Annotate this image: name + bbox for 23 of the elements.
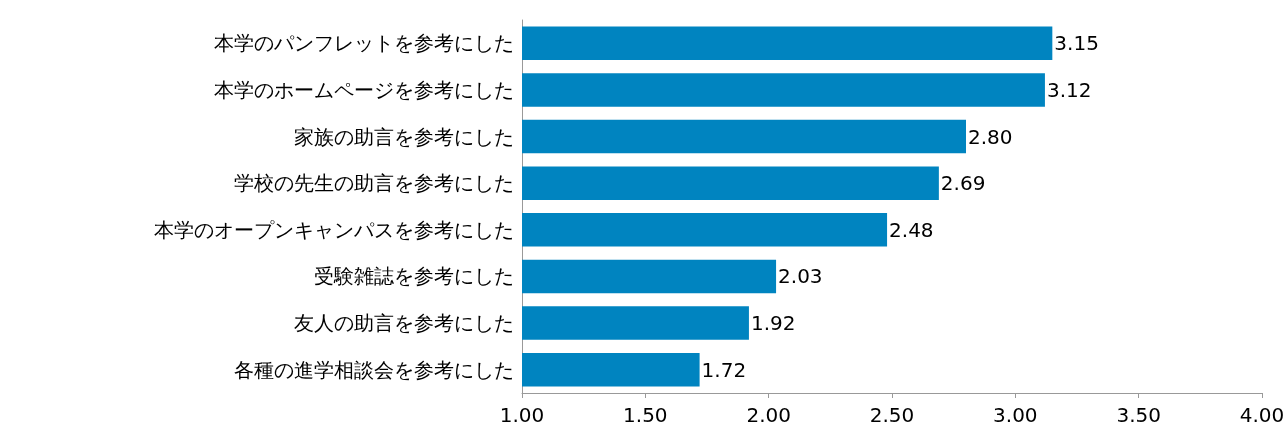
y-tick-label: 本学のホームページを参考にした xyxy=(214,77,514,102)
x-tick-label: 2.00 xyxy=(746,403,791,427)
x-tick-label: 3.00 xyxy=(993,403,1038,427)
data-label: 2.03 xyxy=(778,264,823,289)
data-label: 3.15 xyxy=(1054,31,1099,56)
data-label: 1.72 xyxy=(701,357,747,382)
y-tick-label: 家族の助言を参考にした xyxy=(294,124,514,149)
data-label: 2.80 xyxy=(968,124,1013,149)
y-tick-label: 受験雑誌を参考にした xyxy=(314,264,514,289)
x-tick-label: 4.00 xyxy=(1239,403,1285,427)
y-tick-label: 友人の助言を参考にした xyxy=(294,311,514,336)
y-tick-label: 本学のオープンキャンパスを参考にした xyxy=(154,217,514,242)
y-tick-label: 本学のパンフレットを参考にした xyxy=(214,31,514,56)
data-label: 1.92 xyxy=(750,311,796,336)
x-tick-label: 1.00 xyxy=(499,403,545,427)
data-label: 3.12 xyxy=(1046,77,1092,102)
y-tick-label: 各種の進学相談会を参考にした xyxy=(234,357,514,382)
data-label: 2.69 xyxy=(940,171,986,196)
y-tick-label: 学校の先生の助言を参考にした xyxy=(234,171,514,196)
x-tick-label: 2.50 xyxy=(869,403,915,427)
x-tick-label: 1.50 xyxy=(623,403,668,427)
data-label: 2.48 xyxy=(889,217,934,242)
x-tick-label: 3.50 xyxy=(1116,403,1161,427)
